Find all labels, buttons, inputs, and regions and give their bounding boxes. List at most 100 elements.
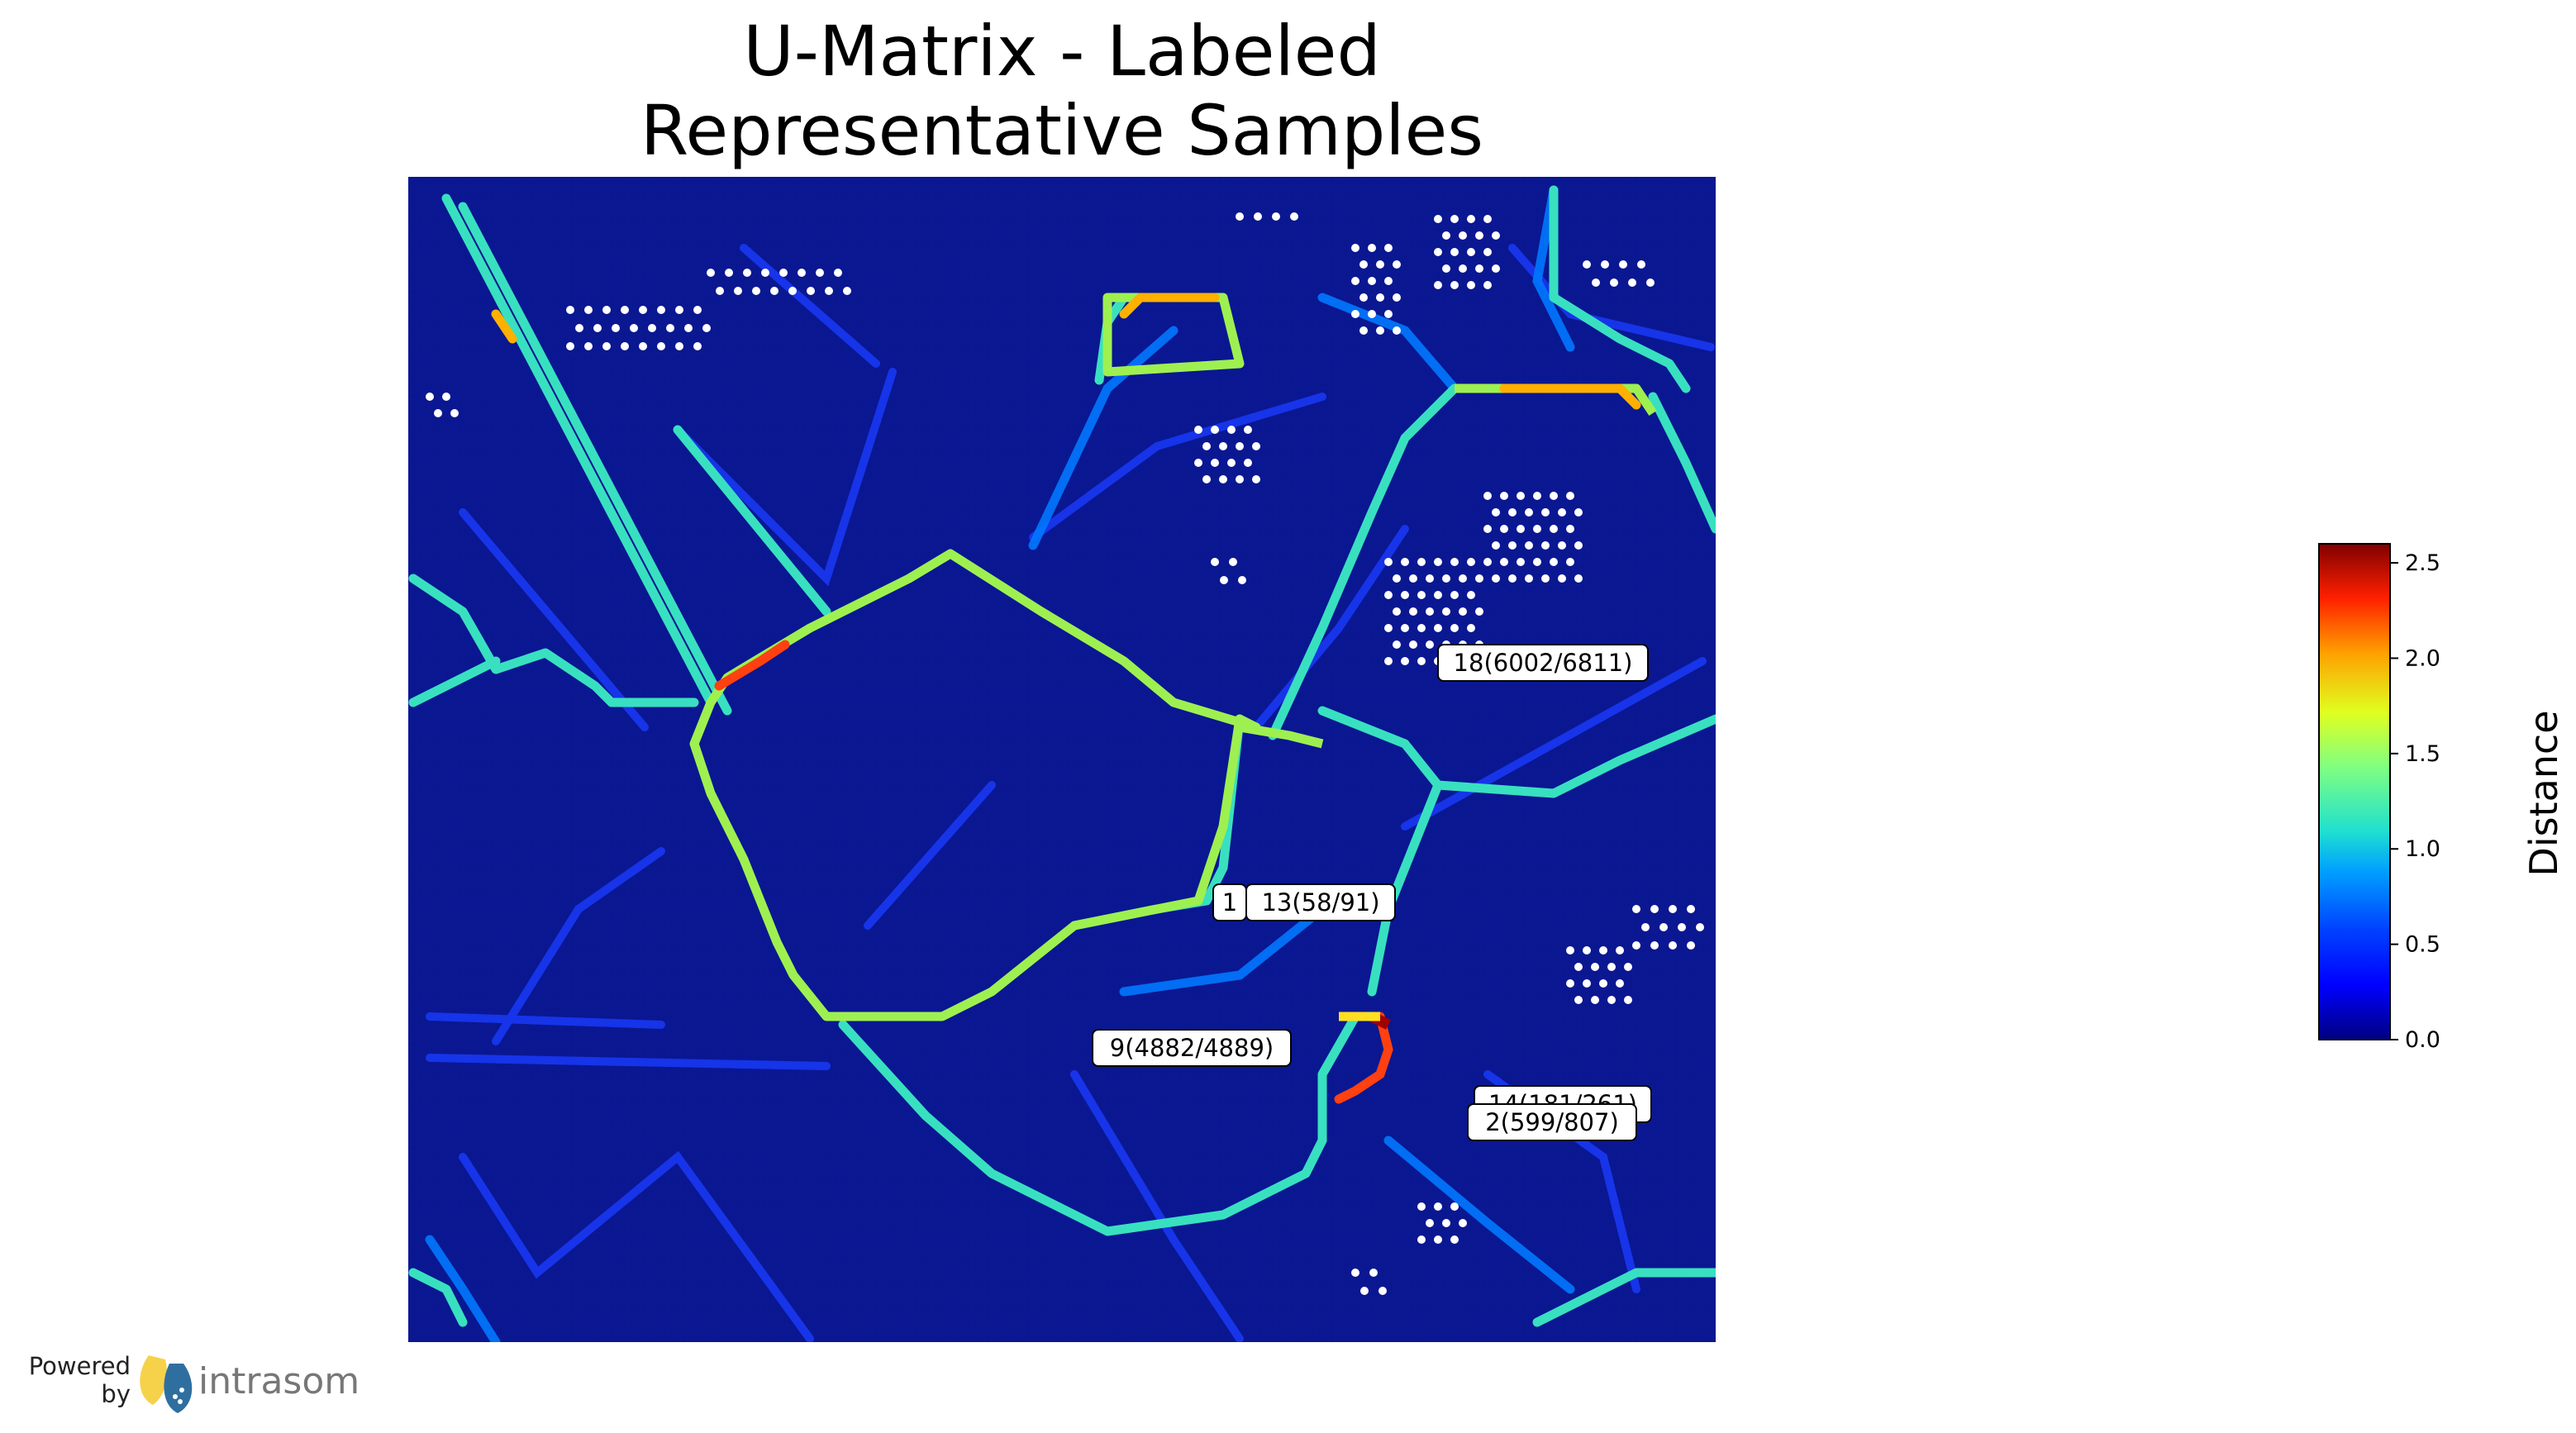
sample-dot — [1492, 574, 1500, 583]
sample-dot — [1601, 260, 1609, 269]
sample-dot — [1525, 508, 1533, 517]
sample-dot — [1393, 326, 1401, 335]
sample-dot — [1566, 946, 1574, 955]
colorbar-tick-label: 2.0 — [2405, 645, 2440, 671]
sample-dot — [1599, 946, 1607, 955]
sample-dot — [779, 269, 788, 277]
sample-dot — [1417, 657, 1426, 665]
sample-dot — [1384, 277, 1393, 285]
sample-dot — [1508, 508, 1517, 517]
sample-dot — [1459, 231, 1467, 240]
colorbar-tick-label: 2.5 — [2405, 550, 2440, 576]
sample-dot — [1368, 244, 1376, 252]
sample-dot — [1669, 941, 1677, 950]
sample-dot — [1409, 640, 1417, 649]
sample-dot — [1574, 541, 1583, 550]
sample-dot — [450, 409, 459, 417]
edge-ridge-1 — [441, 193, 716, 707]
sample-dot — [707, 269, 715, 277]
sample-dot — [1442, 607, 1450, 616]
sample-dot — [1351, 1269, 1359, 1277]
sample-dot — [1450, 1202, 1459, 1211]
sample-dot — [593, 324, 602, 332]
sample-dot — [1384, 558, 1393, 566]
sample-dot — [1434, 281, 1442, 289]
sample-dot — [1467, 215, 1475, 223]
sample-dot — [639, 306, 647, 314]
sample-dot — [1583, 946, 1591, 955]
sample-dot — [1211, 558, 1219, 566]
annotation-1: 1 — [1212, 883, 1247, 921]
edge-ridge-4 — [408, 574, 699, 707]
sample-dot — [1607, 996, 1616, 1004]
sample-dot — [1384, 657, 1393, 665]
sample-dot — [1467, 558, 1475, 566]
sample-dot — [1550, 558, 1558, 566]
edge-ridge-10 — [1648, 392, 1716, 534]
sample-dot — [1650, 905, 1659, 913]
sample-dot — [1442, 231, 1450, 240]
sample-dot — [1558, 574, 1566, 583]
sample-dot — [1574, 996, 1583, 1004]
sample-dot — [1566, 525, 1574, 533]
sample-dot — [1434, 1202, 1442, 1211]
chart-title-line-1: U-Matrix - Labeled — [743, 11, 1381, 92]
sample-dot — [752, 287, 760, 295]
powered-by-text: Powered by — [23, 1352, 131, 1408]
edge-high-2 — [1499, 383, 1641, 410]
sample-dot — [1637, 260, 1645, 269]
edge-high-5 — [1334, 1012, 1393, 1104]
sample-dot — [1467, 624, 1475, 632]
sample-dot — [1434, 215, 1442, 223]
sample-dot — [1450, 591, 1459, 599]
edge-ridge-5 — [408, 656, 501, 707]
sample-dot — [1632, 941, 1640, 950]
colorbar-gradient — [2318, 543, 2391, 1040]
sample-dot — [1384, 310, 1393, 318]
sample-dot — [770, 287, 779, 295]
sample-dot — [584, 306, 593, 314]
edge-faint-10 — [1508, 244, 1715, 351]
sample-dot — [1459, 264, 1467, 273]
edge-ridge-8 — [1317, 706, 1443, 790]
edge-high-1 — [1119, 293, 1220, 319]
sample-dot — [1450, 558, 1459, 566]
edge-faint-8 — [1401, 657, 1707, 831]
sample-dot — [1252, 442, 1260, 450]
sample-dot — [1467, 281, 1475, 289]
sample-dot — [1426, 640, 1434, 649]
sample-dot — [1669, 905, 1677, 913]
sample-dot — [1508, 574, 1517, 583]
sample-dot — [1393, 574, 1401, 583]
sample-dot — [1583, 979, 1591, 988]
sample-dot — [1492, 231, 1500, 240]
colorbar-tick-label: 1.5 — [2405, 741, 2440, 767]
sample-dot — [1628, 279, 1636, 287]
edge-high-4 — [714, 640, 790, 691]
sample-dot — [1646, 279, 1655, 287]
annotation-13: 13(58/91) — [1245, 883, 1396, 921]
sample-dot — [1236, 212, 1244, 221]
sample-dot — [1434, 1235, 1442, 1244]
logo-text: intrasom — [198, 1360, 360, 1402]
sample-dot — [1351, 277, 1359, 285]
sample-dot — [684, 324, 693, 332]
sample-dot — [1616, 979, 1624, 988]
sample-dot — [1483, 558, 1492, 566]
colorbar-tick-label: 1.0 — [2405, 836, 2440, 862]
annotation-18-text: 18(6002/6811) — [1454, 649, 1633, 677]
sample-dot — [1533, 525, 1541, 533]
sample-dot — [788, 287, 797, 295]
annotation-2-text: 2(599/807) — [1485, 1108, 1619, 1136]
sample-dot — [1459, 1219, 1467, 1227]
sample-dot — [1624, 996, 1632, 1004]
sample-dot — [1360, 1287, 1369, 1295]
sample-dot — [1359, 260, 1368, 269]
annotation-9: 9(4882/4889) — [1092, 1029, 1292, 1067]
sample-dot — [1475, 264, 1483, 273]
edge-ridge-6 — [838, 1020, 1327, 1236]
sample-dot — [1500, 492, 1508, 500]
sample-dot — [1442, 1219, 1450, 1227]
sample-dot — [1508, 541, 1517, 550]
sample-dot — [761, 269, 769, 277]
